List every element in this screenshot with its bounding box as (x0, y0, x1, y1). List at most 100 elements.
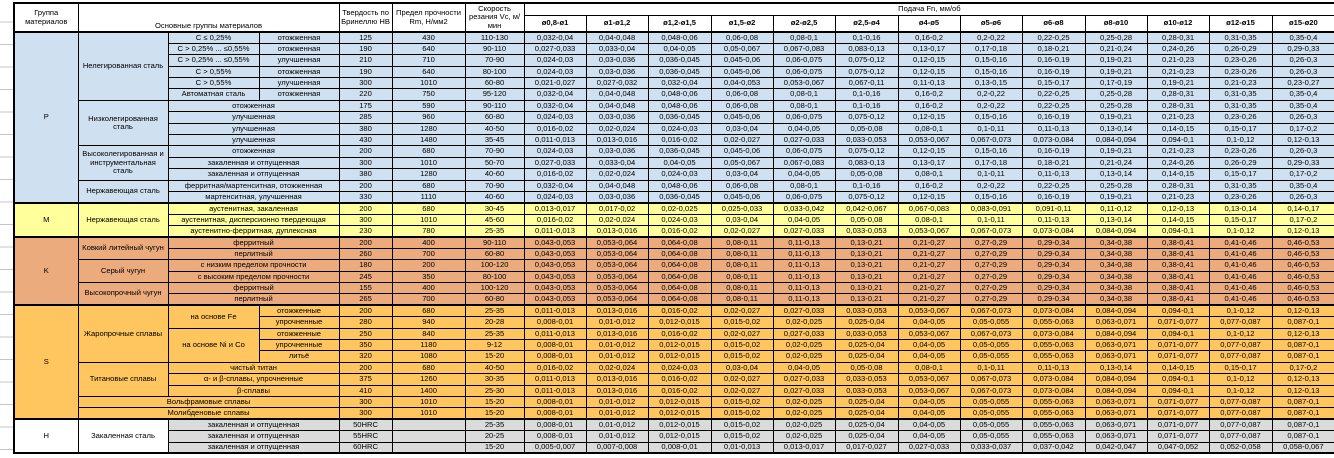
feed-value-cell: 0,013-0,016 (585, 373, 649, 386)
material-label-cell: отожженная (258, 42, 340, 56)
feed-value-cell: 0,02-0,025 (772, 316, 836, 329)
material-label-cell: с низким пределом прочности (167, 259, 340, 272)
feed-value-cell: 0,28-0,31 (1146, 30, 1210, 44)
feed-value-cell: 0,12-0,13 (1271, 373, 1334, 386)
hardness-cell: 220 (338, 88, 393, 101)
feed-value-cell: 0,067-0,073 (959, 133, 1023, 147)
feed-value-cell: 0,015-0,02 (710, 430, 774, 443)
feed-value-cell: 0,012-0,015 (647, 407, 712, 420)
material-label-cell: C > 0,25% ... ≤0,55% (167, 54, 260, 67)
speed-cell: 50-70 (464, 156, 525, 170)
feed-value-cell: 0,23-0,26 (1208, 145, 1273, 158)
feed-value-cell: 0,027-0,033 (523, 156, 587, 170)
feed-value-cell: 0,011-0,013 (523, 225, 587, 238)
speed-cell: 70-90 (464, 179, 525, 192)
feed-value-cell: 0,053-0,067 (897, 384, 961, 398)
feed-value-cell: 0,033-0,053 (834, 133, 899, 147)
feed-value-cell: 0,1-0,16 (834, 99, 899, 113)
feed-value-cell: 0,071-0,077 (1146, 418, 1210, 432)
speed-cell: 60-80 (464, 77, 525, 90)
feed-value-cell: 0,015-0,02 (710, 407, 774, 420)
feed-value-cell: 0,048-0,06 (647, 99, 712, 113)
speed-cell: 90-110 (464, 42, 525, 56)
feed-value-cell: 0,01-0,012 (585, 407, 649, 420)
feed-value-cell: 0,075-0,12 (834, 65, 899, 79)
table-row: Титановые сплавы чистый титан 200 680 40-50 0… (14, 361, 1334, 398)
feed-value-cell: 0,24-0,26 (1146, 156, 1210, 170)
feed-value-cell: 0,25-0,28 (1084, 99, 1148, 113)
feed-value-cell: 0,094-0,1 (1146, 133, 1210, 147)
speed-cell: 15-20 (464, 395, 525, 409)
feed-value-cell: 0,071-0,077 (1146, 339, 1210, 352)
feed-value-cell: 0,05-0,055 (959, 430, 1023, 443)
feed-value-cell: 0,012-0,015 (647, 339, 712, 352)
feed-value-cell: 0,048-0,06 (647, 88, 712, 101)
feed-value-cell: 0,2-0,22 (959, 99, 1023, 113)
feed-value-cell: 0,087-0,1 (1271, 316, 1334, 329)
feed-value-cell: 0,073-0,084 (1021, 373, 1086, 386)
feed-value-cell: 0,043-0,053 (523, 247, 587, 261)
feed-col-header: ø2-ø2,5 (772, 15, 836, 33)
feed-value-cell: 0,41-0,46 (1208, 282, 1273, 295)
feed-value-cell: 0,027-0,033 (772, 225, 836, 238)
speed-cell: 40-60 (464, 190, 525, 204)
feed-value-cell: 0,073-0,084 (1021, 327, 1086, 341)
feed-value-cell: 0,13-0,14 (1084, 122, 1148, 136)
feed-col-header: ø1,2-ø1,5 (647, 15, 712, 33)
speed-cell: 40-50 (464, 122, 525, 136)
feed-value-cell: 0,08-0,11 (710, 235, 774, 249)
table-row: Высокопрочный чугун ферритный 155 400 100-12… (14, 282, 1334, 306)
material-label-cell: Закаленная сталь (77, 418, 169, 454)
feed-value-cell: 0,19-0,21 (1084, 111, 1148, 124)
feed-value-cell: 0,21-0,23 (1146, 65, 1210, 79)
feed-value-cell: 0,03-0,036 (585, 111, 649, 124)
feed-value-cell: 0,067-0,083 (772, 156, 836, 170)
table-row: α- и β-сплавы, упрочненные 375 1260 30-35 0,… (14, 373, 1334, 386)
feed-value-cell: 0,055-0,063 (1021, 350, 1086, 363)
feed-value-cell: 0,091-0,11 (1021, 201, 1086, 215)
feed-value-cell: 0,08-0,1 (772, 179, 836, 192)
feed-value-cell: 0,04-0,048 (585, 88, 649, 101)
feed-value-cell: 0,2-0,22 (959, 88, 1023, 101)
hardness-cell: 380 (338, 122, 393, 136)
feed-value-cell: 0,11-0,12 (1084, 201, 1148, 215)
feed-value-cell: 0,25-0,28 (1084, 179, 1148, 192)
feed-value-cell: 0,04-0,05 (897, 418, 961, 432)
feed-value-cell: 0,015-0,02 (710, 339, 774, 352)
feed-value-cell: 0,037-0,042 (1021, 441, 1086, 454)
feed-value-cell: 0,22-0,25 (1021, 30, 1086, 44)
feed-value-cell: 0,15-0,17 (1208, 361, 1273, 375)
feed-value-cell: 0,017-0,027 (834, 441, 899, 454)
strength-cell: 1400 (391, 384, 466, 398)
material-label-cell: Нержавеющая сталь (77, 179, 169, 204)
table-row: C > 0,55% отожженная 190 640 80-100 0,024-0,0… (14, 65, 1334, 79)
table-row: улучшенная 380 1280 40-50 0,016-0,02 0,02-0,0… (14, 122, 1334, 136)
feed-value-cell: 0,013-0,017 (772, 441, 836, 454)
feed-value-cell: 0,16-0,2 (897, 30, 961, 44)
feed-value-cell: 0,12-0,13 (1146, 201, 1210, 215)
feed-value-cell: 0,06-0,075 (772, 190, 836, 204)
material-label-cell: закаленная и отпущенная (167, 418, 340, 432)
feed-value-cell: 0,19-0,21 (1084, 190, 1148, 204)
material-label-cell: закаленная и отпущенная (167, 156, 340, 170)
material-label-cell: отожженная (258, 30, 340, 44)
feed-value-cell: 0,13-0,21 (834, 247, 899, 261)
feed-value-cell: 0,03-0,036 (585, 65, 649, 79)
feed-value-cell: 0,11-0,13 (772, 293, 836, 306)
speed-cell: 25-35 (464, 304, 525, 318)
feed-value-cell: 0,025-0,04 (834, 339, 899, 352)
strength-cell: 1280 (391, 122, 466, 136)
strength-cell: 750 (391, 88, 466, 101)
feed-value-cell: 0,12-0,15 (897, 54, 961, 67)
speed-cell: 15-20 (464, 441, 525, 454)
feed-value-cell: 0,053-0,064 (585, 259, 649, 272)
table-row: C > 0,25% ... ≤0,55% отожженная 190 640 90-1… (14, 42, 1334, 56)
feed-value-cell: 0,12-0,15 (897, 111, 961, 124)
feed-value-cell: 0,21-0,23 (1146, 190, 1210, 204)
feed-value-cell: 0,08-0,11 (710, 259, 774, 272)
feed-value-cell: 0,02-0,024 (585, 122, 649, 136)
feed-value-cell: 0,033-0,053 (834, 327, 899, 341)
feed-value-cell: 0,21-0,23 (1208, 77, 1273, 90)
feed-value-cell: 0,21-0,27 (897, 259, 961, 272)
feed-value-cell: 0,16-0,2 (897, 99, 961, 113)
